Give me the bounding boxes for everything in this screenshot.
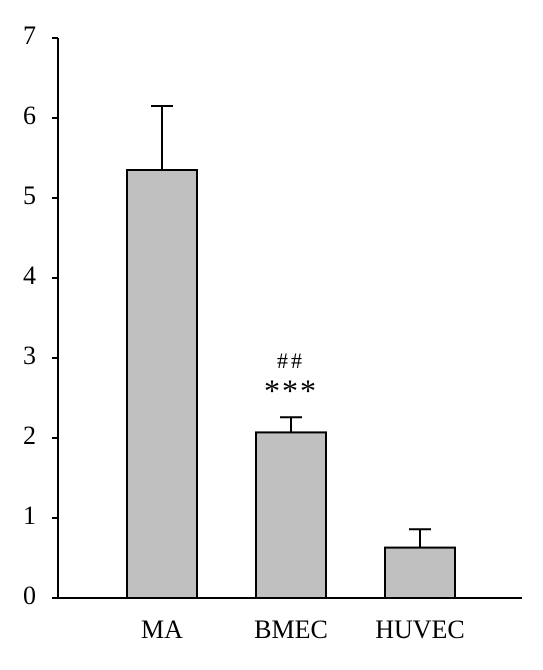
- y-tick-label: 1: [23, 501, 36, 530]
- y-tick-label: 5: [23, 181, 36, 210]
- y-tick-label: 7: [23, 21, 36, 50]
- bar: [255, 431, 327, 599]
- y-tick-label: 3: [23, 341, 36, 370]
- y-tick-label: 0: [23, 581, 36, 610]
- bar: [384, 546, 456, 599]
- annotation: ***: [264, 372, 318, 408]
- annotation: ##: [277, 348, 305, 373]
- bar: [126, 169, 198, 599]
- x-tick-label: MA: [141, 615, 183, 644]
- y-tick-label: 4: [23, 261, 36, 290]
- x-tick-label: BMEC: [254, 615, 328, 644]
- y-tick-label: 6: [23, 101, 36, 130]
- y-tick-label: 2: [23, 421, 36, 450]
- x-tick-label: HUVEC: [375, 615, 465, 644]
